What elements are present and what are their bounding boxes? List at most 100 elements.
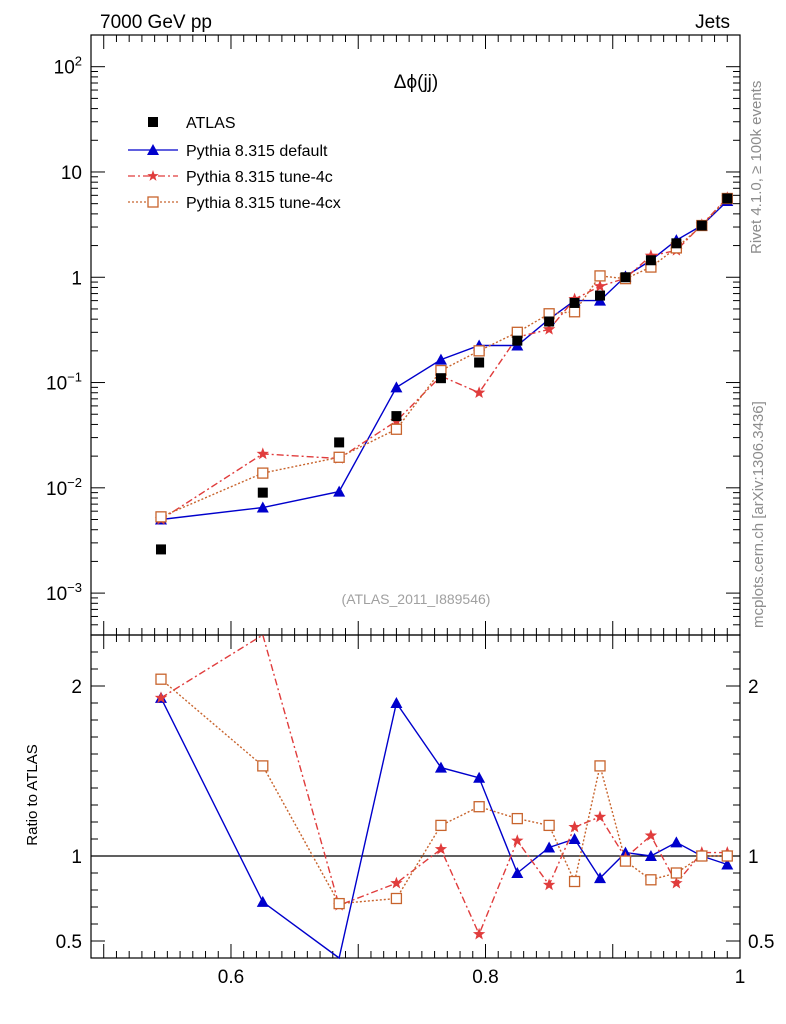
header-right: Jets xyxy=(695,12,730,33)
ratio-point-tune4cx xyxy=(568,875,581,888)
ratio-ytick-label-left: 0.5 xyxy=(56,932,82,953)
ratio-point-tune4c xyxy=(568,820,581,833)
plot-title: Δϕ(jj) xyxy=(394,72,438,93)
ytick-label-1e-1: 10−1 xyxy=(46,370,82,395)
ratio-ytick-label-right: 1 xyxy=(748,847,759,868)
main-point-atlas xyxy=(671,238,682,249)
main-point-tune4cx xyxy=(594,270,606,282)
ratio-point-default xyxy=(721,858,734,870)
ratio-point-tune4cx xyxy=(696,850,708,862)
main-point-tune4c xyxy=(472,386,486,398)
ratio-point-tune4cx xyxy=(619,855,632,867)
ratio-ytick-label-right: 0.5 xyxy=(748,932,774,953)
ratio-point-tune4c xyxy=(511,834,524,846)
ratio-point-tune4cx xyxy=(721,850,733,862)
main-point-atlas xyxy=(391,411,402,422)
legend-marker-tune4c xyxy=(147,170,159,181)
ratio-point-tune4c xyxy=(593,810,607,823)
xtick-label: 0.6 xyxy=(218,967,244,988)
main-point-atlas xyxy=(620,272,631,283)
ratio-point-default xyxy=(543,841,556,853)
main-point-tune4cx xyxy=(257,467,269,479)
main-point-tune4cx xyxy=(473,345,485,357)
main-point-tune4c xyxy=(644,249,658,261)
ratio-point-default xyxy=(594,872,607,884)
ratio-point-default xyxy=(644,850,657,861)
ratio-ytick-label-left: 2 xyxy=(71,677,82,698)
main-point-atlas xyxy=(544,316,555,327)
ratio-panel-frame xyxy=(90,634,741,959)
main-point-default xyxy=(434,353,447,365)
main-ytick-labels: 10−3 10−2 10−1 1 10 102 xyxy=(46,54,82,605)
ratio-ytick-label-right: 2 xyxy=(748,677,759,698)
ratio-point-tune4cx xyxy=(257,760,269,772)
mcplots-label: mcplots.cern.ch [arXiv:1306.3436] xyxy=(750,401,767,628)
legend-label-tune4c: Pythia 8.315 tune-4c xyxy=(186,169,333,186)
ytick-label-100: 102 xyxy=(54,54,82,79)
ratio-point-tune4cx xyxy=(645,874,657,886)
ratio-point-tune4c xyxy=(644,829,658,841)
ratio-ytick-label-left: 1 xyxy=(71,847,82,868)
ratio-point-tune4c xyxy=(434,842,448,855)
ratio-point-tune4cx xyxy=(155,673,167,685)
header-left: 7000 GeV pp xyxy=(100,12,212,33)
main-point-atlas xyxy=(435,373,446,384)
ratio-point-tune4c xyxy=(390,876,403,889)
ratio-point-default xyxy=(473,771,486,783)
legend-label-atlas: ATLAS xyxy=(186,115,236,132)
ratio-point-tune4cx xyxy=(473,801,485,813)
analysis-id: (ATLAS_2011_I889546) xyxy=(342,591,491,607)
ratio-point-tune4c xyxy=(472,927,486,940)
ratio-series-layer xyxy=(154,633,734,960)
ratio-point-tune4cx xyxy=(333,897,345,910)
main-point-atlas xyxy=(512,335,523,346)
ratio-point-default xyxy=(670,836,683,848)
legend-marker-atlas xyxy=(148,117,158,127)
main-point-atlas xyxy=(569,297,580,308)
ratio-point-tune4cx xyxy=(670,867,683,879)
ytick-label-1e-2: 10−2 xyxy=(46,475,82,500)
main-point-tune4cx xyxy=(155,511,167,523)
ratio-line-tune4cx xyxy=(160,678,728,905)
main-point-tune4c xyxy=(542,322,556,335)
main-point-default xyxy=(256,501,269,513)
main-point-tune4cx xyxy=(333,451,345,463)
main-point-atlas xyxy=(595,290,606,301)
ratio-ylabel: Ratio to ATLAS xyxy=(24,744,41,845)
legend: ATLAS Pythia 8.315 default Pythia 8.315 … xyxy=(128,115,341,212)
ratio-point-tune4cx xyxy=(543,819,555,832)
rivet-label: Rivet 4.1.0, ≥ 100k events xyxy=(748,81,765,254)
legend-marker-default xyxy=(147,144,159,155)
main-point-atlas xyxy=(155,544,166,555)
ratio-point-default xyxy=(568,833,581,844)
main-point-atlas xyxy=(722,193,733,204)
main-point-tune4cx xyxy=(568,306,581,318)
main-point-default xyxy=(390,381,403,393)
ratio-point-tune4c xyxy=(670,876,683,889)
ratio-point-tune4c xyxy=(154,691,168,704)
main-point-atlas xyxy=(474,357,485,368)
main-point-atlas xyxy=(257,487,268,498)
xtick-label: 1 xyxy=(735,967,746,988)
main-point-atlas xyxy=(334,437,345,448)
ytick-label-1: 1 xyxy=(71,268,82,289)
ratio-point-tune4cx xyxy=(435,819,447,832)
main-point-atlas xyxy=(645,255,656,266)
legend-label-default: Pythia 8.315 default xyxy=(186,143,328,160)
ratio-point-tune4cx xyxy=(594,760,606,772)
ratio-point-default xyxy=(256,895,269,907)
ratio-point-tune4cx xyxy=(390,892,403,905)
main-point-tune4c xyxy=(256,447,269,460)
main-point-atlas xyxy=(696,220,707,231)
legend-label-tune4cx: Pythia 8.315 tune-4cx xyxy=(186,195,341,212)
main-point-default xyxy=(333,485,346,497)
ytick-label-10: 10 xyxy=(61,163,82,184)
ytick-label-1e-3: 10−3 xyxy=(46,580,82,605)
ratio-point-default xyxy=(511,867,524,878)
axis-ticks: 0.6 0.8 10.5 0.51 12 2 xyxy=(56,34,774,988)
main-series-layer xyxy=(154,191,734,555)
xtick-label: 0.8 xyxy=(472,967,498,988)
ratio-point-tune4cx xyxy=(511,812,523,825)
ratio-line-tune4c xyxy=(160,633,728,936)
